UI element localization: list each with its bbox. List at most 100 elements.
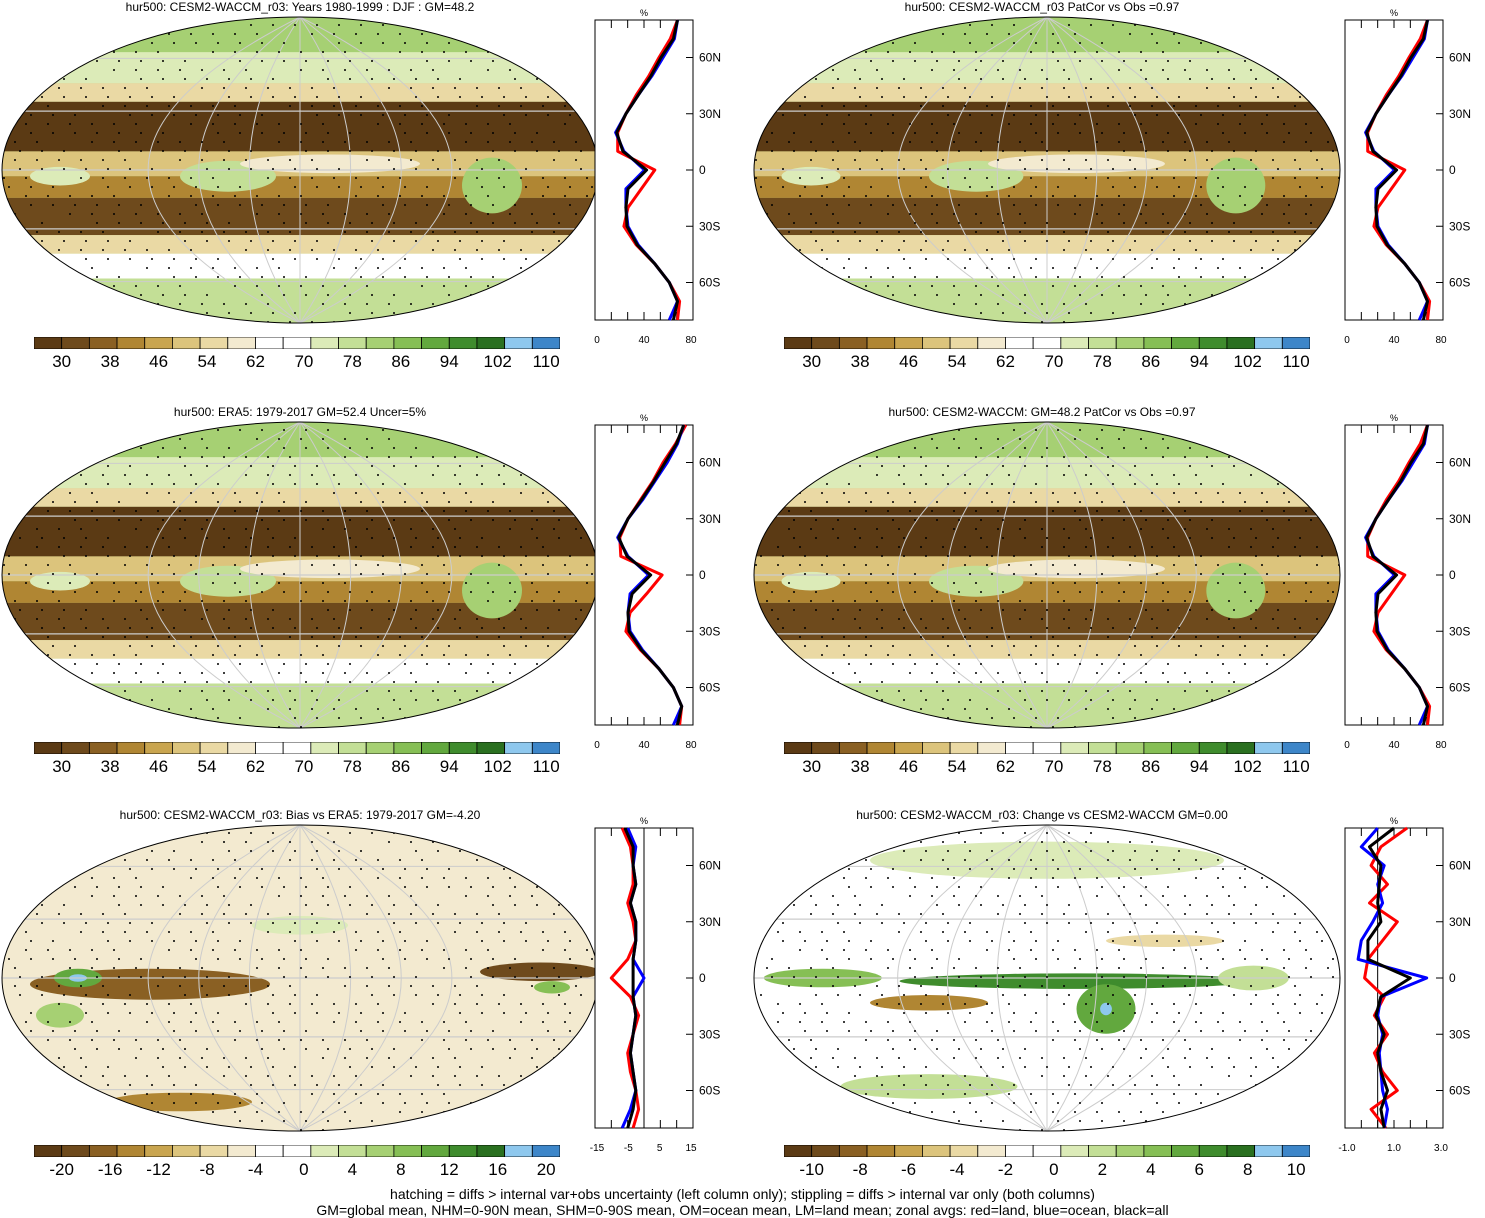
- colorbar-swatch: [61, 742, 90, 754]
- unit-label: %: [640, 8, 648, 18]
- colorbar-swatch: [504, 337, 533, 349]
- colorbar-swatch: [1032, 742, 1062, 754]
- lat-tick-label: 0: [699, 568, 706, 582]
- colorbar-swatch: [1115, 337, 1145, 349]
- colorbar-tick-label: 110: [1282, 352, 1310, 371]
- colorbar-tick-label: 10: [1286, 1160, 1306, 1179]
- colorbar-swatch: [282, 742, 312, 754]
- colorbar-swatch: [227, 742, 256, 754]
- colorbar-tick-label: -4: [949, 1160, 965, 1179]
- colorbar-swatch: [338, 1145, 367, 1157]
- colorbar-swatch: [144, 1145, 173, 1157]
- colorbar-labels: 30 38 46 54 62 70 78 86 94 102 110: [784, 757, 1310, 779]
- colorbar-swatch: [421, 337, 450, 349]
- footer-line-1: hatching = diffs > internal var+obs unce…: [390, 1186, 1095, 1202]
- colorbar-tick-label: -4: [247, 1160, 264, 1179]
- colorbar-swatch: [255, 1145, 284, 1157]
- colorbar-tick-label: 20: [536, 1160, 556, 1179]
- colorbar-tick-label: -2: [997, 1160, 1014, 1179]
- colorbar-tick-label: 0: [1049, 1160, 1059, 1179]
- x-tick-label: 0: [1344, 740, 1350, 751]
- colorbar-swatch: [227, 337, 256, 349]
- zonal-average-plot: % 60N 30N 0 30S 60S 0 40 80: [1344, 413, 1471, 751]
- colorbar-tick-label: 38: [850, 757, 870, 776]
- colorbar-tick-label: 38: [100, 352, 120, 371]
- x-tick-label: 15: [685, 1143, 697, 1154]
- lat-tick-label: 60S: [699, 276, 720, 290]
- colorbar: [784, 337, 1310, 349]
- plot-frame: [1344, 827, 1444, 1129]
- colorbar-swatch: [894, 742, 923, 754]
- colorbar-tick-label: 46: [899, 352, 919, 371]
- lat-tick-label: 0: [699, 971, 706, 985]
- colorbar-swatch: [282, 337, 312, 349]
- colorbar-tick-label: 8: [1242, 1160, 1253, 1179]
- map-title: hur500: CESM2-WACCM_r03: Change vs CESM2…: [856, 808, 1228, 822]
- colorbar-swatch: [1281, 742, 1310, 754]
- colorbar-tick-label: 54: [197, 757, 217, 776]
- colorbar-tick-label: 30: [52, 352, 72, 371]
- colorbar-swatch: [34, 1145, 63, 1157]
- series-line-all: [1365, 424, 1429, 726]
- world-map: [753, 421, 1341, 729]
- colorbar-swatch: [227, 1145, 256, 1157]
- colorbar-swatch: [1088, 1145, 1117, 1157]
- colorbar-swatch: [894, 337, 923, 349]
- colorbar-swatch: [448, 742, 478, 754]
- x-tick-label: 1.0: [1387, 1143, 1401, 1154]
- colorbar-tick-label: -6: [901, 1160, 917, 1179]
- colorbar-swatch: [1171, 337, 1200, 349]
- colorbar-swatch: [421, 742, 450, 754]
- lat-tick-label: 30N: [699, 512, 721, 526]
- colorbar-swatch: [1143, 1145, 1172, 1157]
- panel-6: hur500: CESM2-WACCM_r03: Change vs CESM2…: [742, 808, 1485, 1188]
- colorbar-swatch: [199, 337, 229, 349]
- colorbar-tick-label: 38: [100, 757, 120, 776]
- colorbar-tick-label: 6: [1194, 1160, 1204, 1179]
- colorbar-swatch: [34, 337, 63, 349]
- colorbar-swatch: [784, 337, 813, 349]
- x-tick-label: 80: [685, 335, 697, 346]
- colorbar-swatch: [144, 337, 173, 349]
- colorbar-swatch: [866, 742, 896, 754]
- colorbar-tick-label: 70: [1044, 352, 1064, 371]
- colorbar-tick-label: 54: [947, 757, 967, 776]
- unit-label: %: [640, 816, 648, 826]
- colorbar-labels: -10 -8 -6 -4 -2 0 2 4 6 8 10: [784, 1160, 1310, 1182]
- lat-tick-label: 0: [1449, 568, 1456, 582]
- colorbar-tick-label: 78: [1092, 757, 1112, 776]
- colorbar-swatch: [949, 337, 979, 349]
- lat-tick-label: 60N: [699, 51, 721, 65]
- colorbar-swatch: [1060, 337, 1089, 349]
- colorbar-swatch: [255, 337, 284, 349]
- x-tick-label: 3.0: [1434, 1143, 1448, 1154]
- world-map: [753, 16, 1341, 324]
- colorbar-swatch: [34, 742, 63, 754]
- colorbar-tick-label: 30: [52, 757, 72, 776]
- series-line-all: [1365, 19, 1429, 321]
- colorbar-swatch: [977, 1145, 1006, 1157]
- colorbar-swatch: [784, 1145, 813, 1157]
- colorbar-swatch: [365, 337, 395, 349]
- colorbar-swatch: [255, 742, 284, 754]
- lat-tick-label: 60S: [699, 1084, 720, 1098]
- colorbar: [34, 742, 560, 754]
- colorbar-tick-label: 16: [488, 1160, 508, 1179]
- colorbar-tick-label: 4: [347, 1160, 358, 1179]
- colorbar: [784, 742, 1310, 754]
- colorbar-swatch: [866, 1145, 896, 1157]
- unit-label: %: [1390, 816, 1398, 826]
- x-tick-label: 0: [1344, 335, 1350, 346]
- colorbar-tick-label: 78: [342, 352, 362, 371]
- lat-tick-label: 0: [1449, 163, 1456, 177]
- colorbar-tick-label: 62: [996, 757, 1015, 776]
- colorbar-swatch: [531, 742, 560, 754]
- colorbar-tick-label: 94: [439, 352, 459, 371]
- colorbar-swatch: [949, 1145, 979, 1157]
- colorbar-tick-label: 70: [294, 757, 314, 776]
- map-title: hur500: CESM2-WACCM: GM=48.2 PatCor vs O…: [888, 405, 1196, 419]
- x-tick-label: -15: [590, 1143, 605, 1154]
- colorbar-swatch: [144, 742, 173, 754]
- colorbar-tick-label: 46: [899, 757, 919, 776]
- colorbar-tick-label: 38: [850, 352, 870, 371]
